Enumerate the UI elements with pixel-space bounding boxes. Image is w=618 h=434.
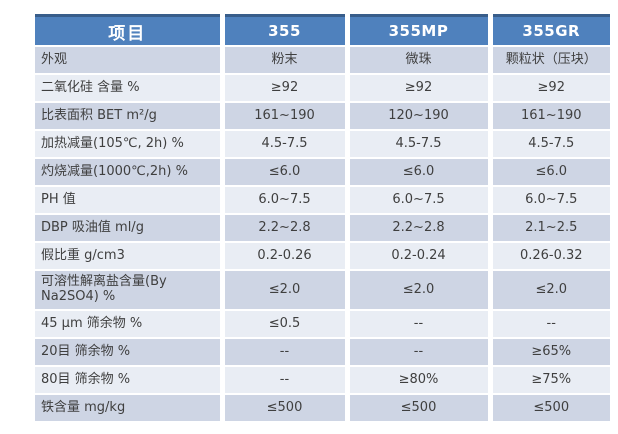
cell-value: ≤0.5	[222, 310, 350, 339]
cell-value: ≤500	[490, 394, 610, 423]
column-header-355: 355	[222, 15, 350, 47]
table-row-bet-surface: 比表面积 BET m²/g 161~190 120~190 161~190	[35, 102, 610, 131]
cell-value: ≤6.0	[347, 158, 493, 187]
row-label: 45 μm 筛余物 %	[35, 310, 225, 339]
table-row-soluble-salts: 可溶性解离盐含量(By Na2SO4) % ≤2.0 ≤2.0 ≤2.0	[35, 270, 610, 311]
table-row-20mesh-residue: 20目 筛余物 % -- -- ≥65%	[35, 338, 610, 367]
cell-value: 微珠	[347, 46, 493, 75]
cell-value: 4.5-7.5	[347, 130, 493, 159]
row-label: 80目 筛余物 %	[35, 366, 225, 395]
table-row-ignition-loss: 灼烧减量(1000℃,2h) % ≤6.0 ≤6.0 ≤6.0	[35, 158, 610, 187]
column-header-355gr: 355GR	[490, 15, 610, 47]
cell-value: 120~190	[347, 102, 493, 131]
table-row-silica-content: 二氧化硅 含量 % ≥92 ≥92 ≥92	[35, 74, 610, 103]
cell-value: ≤500	[222, 394, 350, 423]
cell-value: 161~190	[490, 102, 610, 131]
product-spec-table-wrap: 项目 355 355MP 355GR 外观 粉末 微珠 颗粒状（压块） 二氧化硅…	[35, 14, 610, 423]
cell-value: --	[222, 338, 350, 367]
row-label: 外观	[35, 46, 225, 75]
cell-value: --	[347, 338, 493, 367]
cell-value: 2.2~2.8	[222, 214, 350, 243]
cell-value: 2.2~2.8	[347, 214, 493, 243]
cell-value: ≥75%	[490, 366, 610, 395]
cell-value: ≤2.0	[347, 270, 493, 311]
cell-value: 4.5-7.5	[490, 130, 610, 159]
table-row-ph: PH 值 6.0~7.5 6.0~7.5 6.0~7.5	[35, 186, 610, 215]
cell-value: --	[347, 310, 493, 339]
table-row-45um-residue: 45 μm 筛余物 % ≤0.5 -- --	[35, 310, 610, 339]
row-label: 比表面积 BET m²/g	[35, 102, 225, 131]
cell-value: ≤2.0	[490, 270, 610, 311]
row-label: PH 值	[35, 186, 225, 215]
row-label: 可溶性解离盐含量(By Na2SO4) %	[35, 270, 225, 311]
table-row-bulk-density: 假比重 g/cm3 0.2-0.26 0.2-0.24 0.26-0.32	[35, 242, 610, 271]
row-label: 假比重 g/cm3	[35, 242, 225, 271]
cell-value: ≥80%	[347, 366, 493, 395]
cell-value: 2.1~2.5	[490, 214, 610, 243]
cell-value: ≤500	[347, 394, 493, 423]
row-label: 加热减量(105℃, 2h) %	[35, 130, 225, 159]
cell-value: ≤6.0	[222, 158, 350, 187]
row-label: 20目 筛余物 %	[35, 338, 225, 367]
cell-value: 161~190	[222, 102, 350, 131]
cell-value: 4.5-7.5	[222, 130, 350, 159]
cell-value: 6.0~7.5	[347, 186, 493, 215]
table-row-80mesh-residue: 80目 筛余物 % -- ≥80% ≥75%	[35, 366, 610, 395]
table-row-iron-content: 铁含量 mg/kg ≤500 ≤500 ≤500	[35, 394, 610, 423]
cell-value: ≥92	[222, 74, 350, 103]
header-row: 项目 355 355MP 355GR	[35, 15, 610, 47]
row-label: DBP 吸油值 ml/g	[35, 214, 225, 243]
row-label: 铁含量 mg/kg	[35, 394, 225, 423]
cell-value: 颗粒状（压块）	[490, 46, 610, 75]
cell-value: 0.2-0.24	[347, 242, 493, 271]
cell-value: 6.0~7.5	[222, 186, 350, 215]
product-spec-table: 项目 355 355MP 355GR 外观 粉末 微珠 颗粒状（压块） 二氧化硅…	[35, 14, 610, 423]
row-label: 二氧化硅 含量 %	[35, 74, 225, 103]
cell-value: ≥92	[347, 74, 493, 103]
cell-value: ≥92	[490, 74, 610, 103]
cell-value: 0.26-0.32	[490, 242, 610, 271]
cell-value: --	[490, 310, 610, 339]
cell-value: 粉末	[222, 46, 350, 75]
cell-value: 0.2-0.26	[222, 242, 350, 271]
row-label: 灼烧减量(1000℃,2h) %	[35, 158, 225, 187]
table-row-appearance: 外观 粉末 微珠 颗粒状（压块）	[35, 46, 610, 75]
table-row-dbp-absorption: DBP 吸油值 ml/g 2.2~2.8 2.2~2.8 2.1~2.5	[35, 214, 610, 243]
column-header-item: 项目	[35, 15, 225, 47]
column-header-355mp: 355MP	[347, 15, 493, 47]
table-row-heating-loss: 加热减量(105℃, 2h) % 4.5-7.5 4.5-7.5 4.5-7.5	[35, 130, 610, 159]
cell-value: ≤2.0	[222, 270, 350, 311]
cell-value: 6.0~7.5	[490, 186, 610, 215]
cell-value: --	[222, 366, 350, 395]
cell-value: ≤6.0	[490, 158, 610, 187]
cell-value: ≥65%	[490, 338, 610, 367]
